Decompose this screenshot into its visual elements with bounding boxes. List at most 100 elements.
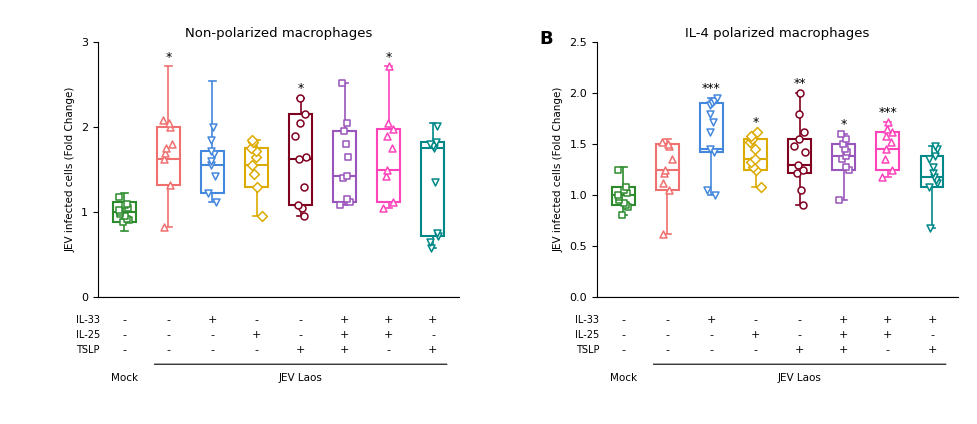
Point bbox=[794, 166, 810, 173]
Text: -: - bbox=[122, 315, 126, 325]
Point bbox=[204, 124, 220, 131]
Text: IL-33: IL-33 bbox=[574, 315, 599, 325]
Text: TSLP: TSLP bbox=[574, 345, 599, 355]
Text: -: - bbox=[753, 345, 757, 355]
Point bbox=[243, 162, 259, 169]
Text: +: + bbox=[926, 315, 936, 325]
Point bbox=[746, 146, 762, 153]
Text: -: - bbox=[620, 345, 624, 355]
Text: +: + bbox=[340, 345, 349, 355]
Text: **: ** bbox=[792, 77, 805, 90]
Point bbox=[244, 139, 260, 146]
Point bbox=[878, 126, 894, 132]
Bar bbox=[743, 139, 766, 170]
Point bbox=[248, 153, 264, 160]
Point bbox=[654, 139, 669, 145]
Point bbox=[203, 137, 219, 143]
Point bbox=[747, 166, 763, 173]
Text: -: - bbox=[298, 330, 302, 340]
Text: -: - bbox=[797, 315, 801, 325]
Point bbox=[790, 110, 806, 117]
Text: +: + bbox=[706, 315, 715, 325]
Point bbox=[928, 179, 944, 186]
Point bbox=[339, 196, 355, 203]
Point bbox=[379, 132, 395, 139]
Point bbox=[742, 139, 757, 145]
Point bbox=[297, 111, 313, 118]
Point bbox=[877, 133, 893, 139]
Point bbox=[617, 184, 633, 190]
Point bbox=[203, 158, 219, 165]
Point bbox=[200, 190, 216, 197]
Point bbox=[117, 213, 133, 220]
Text: +: + bbox=[340, 330, 349, 340]
Text: +: + bbox=[428, 345, 437, 355]
Text: +: + bbox=[882, 330, 892, 340]
Point bbox=[617, 202, 633, 209]
Point bbox=[161, 181, 177, 188]
Point bbox=[752, 184, 768, 190]
Text: *: * bbox=[165, 50, 171, 64]
Point bbox=[926, 153, 942, 160]
Point bbox=[788, 161, 804, 168]
Point bbox=[203, 148, 219, 154]
Point bbox=[705, 98, 721, 105]
Point bbox=[110, 193, 126, 200]
Text: *: * bbox=[297, 82, 304, 95]
Point bbox=[703, 100, 719, 107]
Point bbox=[701, 146, 717, 153]
Point bbox=[657, 166, 672, 173]
Point bbox=[161, 120, 177, 126]
Text: B: B bbox=[538, 30, 552, 47]
Point bbox=[833, 156, 849, 163]
Point bbox=[155, 117, 171, 124]
Point bbox=[338, 141, 354, 148]
Point bbox=[118, 200, 134, 207]
Point bbox=[792, 187, 808, 193]
Point bbox=[610, 166, 625, 173]
Point bbox=[429, 230, 445, 237]
Point bbox=[112, 210, 128, 217]
Text: +: + bbox=[384, 330, 393, 340]
Point bbox=[743, 159, 758, 166]
Text: +: + bbox=[207, 315, 217, 325]
Point bbox=[422, 238, 438, 245]
Bar bbox=[289, 114, 312, 205]
Text: +: + bbox=[838, 315, 848, 325]
Text: Mock: Mock bbox=[110, 373, 138, 383]
Point bbox=[248, 148, 264, 154]
Point bbox=[339, 120, 355, 126]
Point bbox=[422, 244, 438, 251]
Text: +: + bbox=[296, 345, 305, 355]
Point bbox=[611, 194, 626, 201]
Bar bbox=[333, 131, 356, 202]
Point bbox=[924, 169, 940, 176]
Point bbox=[332, 202, 348, 209]
Point bbox=[429, 122, 445, 129]
Point bbox=[254, 213, 270, 220]
Text: -: - bbox=[166, 345, 170, 355]
Bar bbox=[700, 103, 722, 152]
Point bbox=[832, 131, 848, 137]
Bar bbox=[656, 144, 678, 190]
Text: +: + bbox=[384, 315, 393, 325]
Point bbox=[790, 136, 806, 142]
Point bbox=[925, 173, 941, 180]
Point bbox=[162, 124, 178, 131]
Point bbox=[926, 143, 942, 150]
Point bbox=[111, 207, 127, 214]
Bar bbox=[787, 139, 810, 173]
Bar bbox=[612, 187, 634, 205]
Text: +: + bbox=[252, 330, 261, 340]
Bar bbox=[245, 148, 268, 187]
Point bbox=[614, 212, 629, 219]
Text: -: - bbox=[664, 315, 668, 325]
Point bbox=[249, 183, 265, 190]
Text: -: - bbox=[753, 315, 757, 325]
Point bbox=[883, 128, 899, 135]
Point bbox=[876, 156, 892, 163]
Text: ***: *** bbox=[877, 106, 896, 119]
Bar bbox=[377, 129, 400, 202]
Point bbox=[292, 120, 308, 126]
Text: -: - bbox=[708, 345, 713, 355]
